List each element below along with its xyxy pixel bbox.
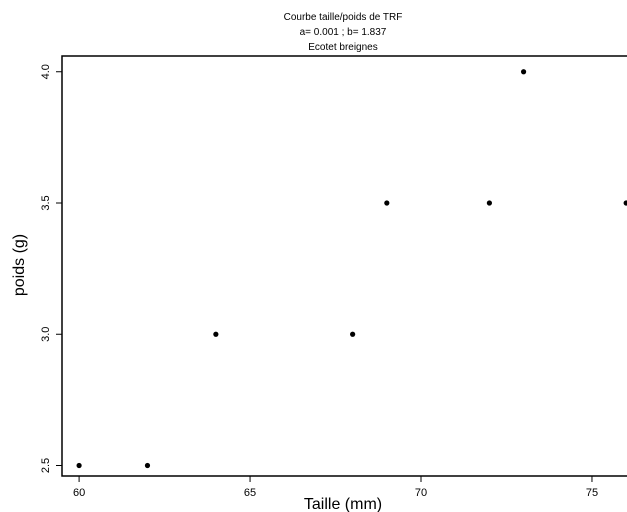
title-line-3: Ecotet breignes (308, 42, 378, 53)
data-point (623, 200, 627, 206)
y-tick-label: 2.5 (40, 458, 52, 473)
title-line-2: a= 0.001 ; b= 1.837 (300, 27, 387, 38)
y-axis-ticks: 2.5 3.0 3.5 4.0 (40, 64, 62, 473)
data-point (144, 462, 151, 469)
data-point (350, 331, 356, 337)
data-point (384, 200, 390, 206)
x-axis-label: Taille (mm) (304, 496, 382, 512)
x-tick-label: 65 (244, 487, 256, 499)
x-axis-ticks: 60 65 70 75 (73, 476, 598, 499)
y-tick-label: 3.5 (40, 195, 52, 210)
plot-frame (61, 55, 627, 477)
x-tick-label: 60 (73, 487, 85, 499)
data-point (76, 462, 82, 469)
x-tick-label: 70 (415, 487, 427, 499)
x-tick-label: 75 (586, 487, 598, 499)
title-line-1: Courbe taille/poids de TRF (284, 12, 403, 23)
y-tick-label: 3.0 (40, 327, 52, 342)
data-points (76, 69, 627, 469)
data-point (486, 200, 492, 206)
y-tick-label: 4.0 (40, 64, 52, 79)
data-point (213, 331, 219, 337)
data-point (520, 69, 527, 75)
chart-title: Courbe taille/poids de TRF a= 0.001 ; b=… (284, 12, 403, 53)
y-axis-label: poids (g) (11, 234, 28, 296)
